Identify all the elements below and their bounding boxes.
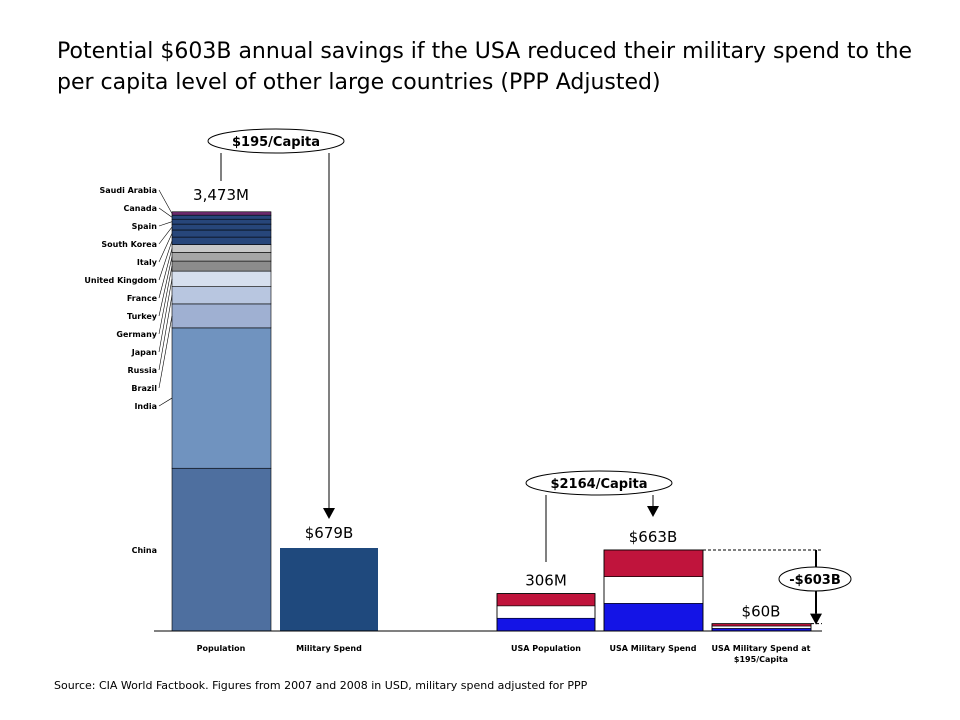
leader-line [158,189,173,214]
usa-military-spend-bar-stripe [603,603,704,632]
country-label-china: China [132,546,157,555]
population-segment-south-korea [171,223,272,231]
population-segment-japan [171,270,272,287]
population-segment-russia [171,286,272,305]
source-note: Source: CIA World Factbook. Figures from… [54,679,588,692]
leader-line [158,266,173,335]
population-segment-france [171,244,272,253]
leader-line [158,295,173,371]
x-axis-labels: Population Military Spend USA Population US… [197,644,811,664]
usa-military-spend-195-label: $60B [742,603,781,621]
country-label-italy: Italy [137,258,158,267]
leader-line [158,248,173,299]
country-label-saudi-arabia: Saudi Arabia [99,186,157,195]
x-label-3: USA Military Spend [610,644,697,653]
usa-per-capita-text: $2164/Capita [550,477,647,492]
population-stack: 3,473M [171,186,272,632]
population-segment-canada [171,214,272,220]
country-label-spain: Spain [132,222,158,231]
population-segment-italy [171,229,272,238]
population-total-label: 3,473M [193,186,249,204]
population-segment-turkey [171,252,272,262]
savings-text: -$603B [789,573,841,588]
usa-per-capita-callout [525,470,673,496]
x-label-4: USA Military Spend at $195/Capita [712,644,811,664]
country-label-germany: Germany [116,330,157,339]
x-label-2: USA Population [511,644,581,653]
leader-line [158,315,173,389]
population-segment-saudi-arabia [171,211,272,216]
country-label-united-kingdom: United Kingdom [84,276,157,285]
chart-title: Potential $603B annual savings if the US… [57,39,913,95]
country-label-brazil: Brazil [131,384,157,393]
usa-population-bar-stripe [496,605,596,619]
usa-military-spend-label: $663B [629,528,677,546]
leader-line [158,397,173,407]
bars: $679B 306M $663B $60B [280,524,812,632]
usa-military-spend-195-bar-stripe [711,625,812,629]
callouts: $195/Capita $2164/Capita -$603B [207,128,852,625]
country-label-france: France [127,294,158,303]
country-label-turkey: Turkey [127,312,158,321]
usa-per-capita-arrowhead [647,506,659,517]
leader-line [158,256,173,317]
population-segment-spain [171,218,272,225]
country-label-canada: Canada [124,204,158,213]
population-segment-china [171,467,272,632]
leader-line [158,226,173,245]
population-segment-germany [171,260,272,272]
population-segment-brazil [171,303,272,329]
leader-line [158,233,173,263]
leader-line [158,221,173,227]
usa-population-bar-stripe [496,617,596,632]
usa-military-spend-bar-stripe [603,549,704,578]
country-label-south-korea: South Korea [101,240,157,249]
country-label-russia: Russia [127,366,157,375]
usa-military-spend-bar-stripe [603,576,704,604]
world-per-capita-arrowhead [323,508,335,519]
population-segment-india [171,327,272,469]
country-labels: China India Brazil Russia Japan Germany Turkey… [84,186,173,555]
x-label-1: Military Spend [296,644,362,653]
x-label-0: Population [197,644,246,653]
leader-line [158,278,173,353]
usa-population-label: 306M [525,572,567,590]
world-per-capita-callout [207,128,345,154]
population-segment-united-kingdom [171,236,272,245]
savings-arrowhead [810,613,822,625]
military-spend-label: $679B [305,524,353,542]
country-label-japan: Japan [131,348,158,357]
country-label-india: India [134,402,157,411]
military-spend-bar [280,548,378,631]
savings-callout [778,566,852,592]
leader-line [158,207,173,218]
world-per-capita-text: $195/Capita [232,135,320,150]
usa-population-bar-stripe [496,593,596,607]
leader-line [158,240,173,281]
